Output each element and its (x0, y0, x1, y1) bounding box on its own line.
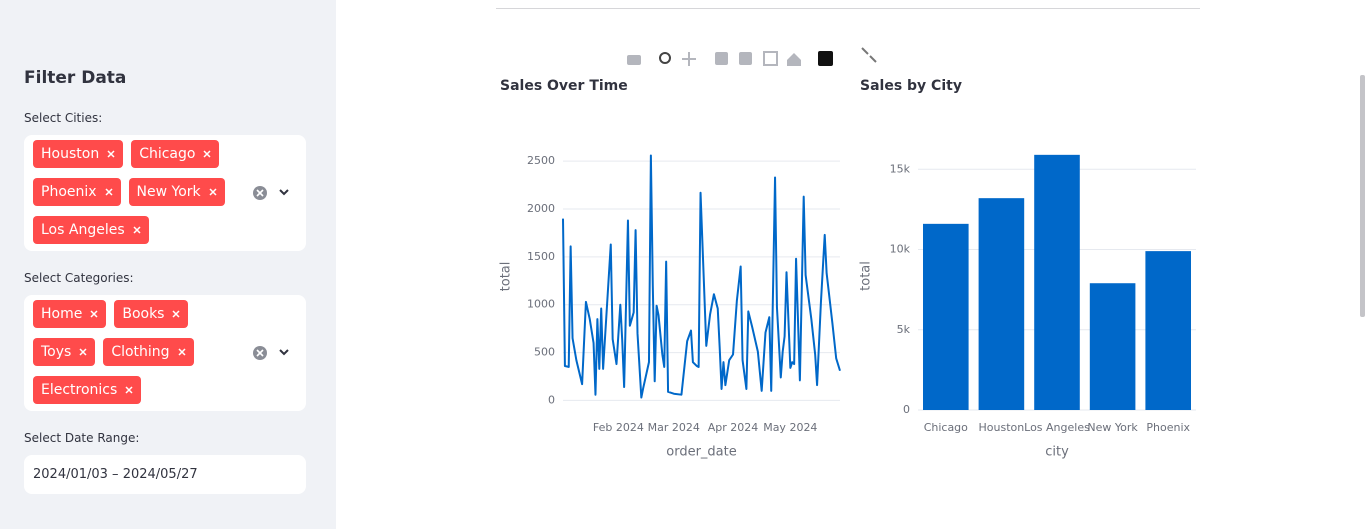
date-input[interactable]: 2024/01/03 – 2024/05/27 (24, 455, 306, 494)
chip[interactable]: Electronics (33, 376, 142, 404)
chip-label: Los Angeles (41, 222, 125, 238)
chips: Houston Chicago Phoenix New York Los Angeles (33, 140, 238, 244)
y-tick-label: 1000 (527, 298, 555, 311)
chip-label: Books (122, 306, 165, 322)
label: Select Date Range: (24, 431, 140, 445)
bar (978, 198, 1025, 410)
chip-label: Toys (41, 344, 72, 360)
bar (1145, 251, 1191, 410)
sidebar: Filter Data Select Cities: Houston Chicag… (0, 0, 336, 529)
x-tick-label: Feb 2024 (593, 421, 644, 434)
chip-remove[interactable] (107, 150, 115, 158)
chip-remove[interactable] (79, 348, 87, 356)
chip-label: Home (41, 306, 83, 322)
chip[interactable]: Chicago (131, 140, 220, 168)
chip-remove[interactable] (178, 348, 186, 356)
y-tick-label: 2000 (527, 202, 555, 215)
chip-label: Houston (41, 146, 100, 162)
chip-remove[interactable] (133, 226, 141, 234)
x-tick-label: Chicago (924, 421, 968, 434)
x-tick-label: Mar 2024 (648, 421, 700, 434)
chip-remove[interactable] (90, 310, 98, 318)
bar (1034, 154, 1080, 410)
chip[interactable]: Books (114, 300, 189, 328)
chip-remove[interactable] (209, 188, 217, 196)
chip[interactable]: Home (33, 300, 107, 328)
controls[interactable] (252, 345, 292, 361)
charts: Sales Over Time order_date total 0 500 1000 15… (496, 8, 1365, 460)
y-tick-label: 0 (548, 393, 555, 406)
scrollbar[interactable] (1360, 75, 1365, 317)
label: Select Cities: (24, 111, 103, 125)
chips: Home Books Toys Clothing Electronics (33, 300, 238, 404)
chip-remove[interactable] (203, 150, 211, 158)
chip-label: Clothing (111, 344, 170, 360)
multiselect[interactable]: Home Books Toys Clothing Electronics (24, 295, 306, 411)
chip-remove[interactable] (105, 188, 113, 196)
x-tick-label: Los Angeles (1024, 421, 1090, 434)
bar (923, 223, 969, 410)
x-tick-label: New York (1087, 421, 1138, 434)
line (562, 154, 841, 399)
chip-remove[interactable] (172, 310, 181, 318)
chip-label: New York (136, 184, 201, 200)
x-tick-label: May 2024 (763, 421, 817, 434)
chart-title: Sales by City (860, 78, 962, 94)
chip-label: Phoenix (41, 184, 97, 200)
controls[interactable] (252, 185, 292, 201)
chip[interactable]: Clothing (103, 338, 194, 366)
y-tick-label: 2500 (527, 154, 555, 167)
y-tick-label: 5k (897, 323, 911, 336)
x-tick-label: Houston (979, 421, 1025, 434)
y-axis-title: total (499, 262, 514, 292)
modebar (627, 47, 877, 66)
x-tick-label: Phoenix (1146, 421, 1190, 434)
y-tick-label: 10k (890, 243, 911, 256)
y-tick-label: 0 (903, 403, 910, 416)
y-tick-label: 15k (890, 162, 911, 175)
y-tick-label: 1500 (527, 250, 555, 263)
bar (1089, 283, 1136, 410)
chip-remove[interactable] (125, 386, 133, 394)
chip-label: Electronics (41, 382, 118, 398)
chip[interactable]: Los Angeles (33, 216, 149, 244)
chip[interactable]: Phoenix (33, 178, 121, 206)
chip[interactable]: Houston (33, 140, 124, 168)
chip[interactable]: New York (128, 178, 225, 206)
chip[interactable]: Toys (33, 338, 96, 366)
chart-title: Sales Over Time (500, 78, 628, 94)
label: Select Categories: (24, 271, 134, 285)
x-axis-title: city (1045, 445, 1069, 460)
x-axis-title: order_date (666, 445, 736, 460)
multiselect[interactable]: Houston Chicago Phoenix New York Los Angeles (24, 135, 306, 251)
y-tick-label: 500 (534, 346, 555, 359)
y-axis-title: total (859, 261, 874, 291)
sidebar-title: Filter Data (24, 68, 127, 88)
x-tick-label: Apr 2024 (708, 421, 759, 434)
chip-label: Chicago (139, 146, 196, 162)
